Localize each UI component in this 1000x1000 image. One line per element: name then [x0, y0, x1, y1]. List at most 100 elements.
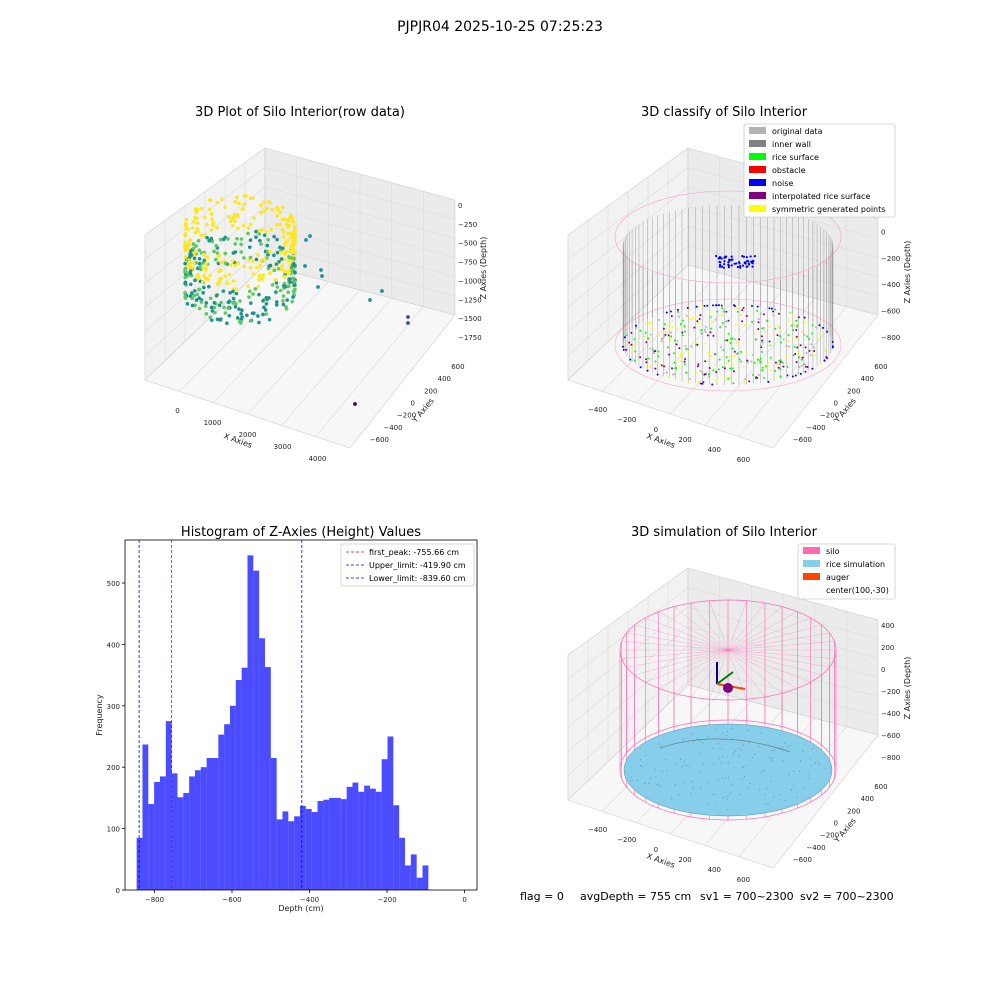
raw-point [242, 202, 247, 207]
histogram-bar [294, 816, 300, 890]
surface-point [810, 343, 813, 346]
raw-point [268, 249, 272, 254]
legend-swatch [749, 140, 766, 147]
grid-line [636, 281, 752, 403]
raw-point [192, 293, 197, 298]
x-tick-label: −400 [588, 826, 607, 834]
raw-point [244, 193, 248, 198]
raw-point [292, 250, 297, 255]
footer-sv2: sv2 = 700~2300 [800, 890, 894, 903]
surface-point [712, 369, 715, 372]
surface-point [754, 332, 757, 335]
rice-texture-point [657, 784, 659, 786]
raw-point [288, 280, 293, 284]
rice-texture-point [664, 759, 666, 761]
surface-point [673, 373, 676, 376]
surface-point [813, 346, 816, 349]
silo-roof-wire [709, 600, 729, 651]
raw-point [290, 219, 295, 224]
surface-point [668, 327, 671, 330]
raw-point [193, 207, 198, 212]
silo-roof-wire [727, 617, 811, 651]
x-tick-label: 200 [678, 436, 691, 444]
surface-point [785, 344, 788, 347]
surface-point [734, 323, 737, 326]
rice-texture-point [786, 745, 789, 747]
legend-swatch [749, 192, 766, 199]
surface-point [800, 358, 803, 361]
raw-point [279, 267, 284, 272]
surface-point [755, 376, 758, 379]
surface-point [752, 374, 755, 377]
surface-point [738, 338, 741, 341]
surface-point [772, 314, 775, 317]
raw-point [268, 201, 272, 205]
surface-point [687, 351, 690, 354]
noise-point [791, 375, 794, 378]
rice-texture-point [741, 778, 743, 780]
rice-texture-point [657, 783, 659, 785]
histogram-x-ticks: −800 −600 −400 −200 0 [145, 890, 467, 904]
raw-point [278, 245, 282, 250]
rice-texture-point [764, 794, 766, 796]
histogram-bar [159, 776, 166, 890]
surface-point [766, 319, 769, 322]
raw-point [195, 292, 200, 297]
surface-point [725, 356, 728, 359]
rice-texture-point [727, 762, 729, 764]
raw-point [275, 237, 279, 242]
surface-point [697, 380, 700, 383]
surface-point [778, 335, 781, 338]
noise-point [826, 357, 829, 360]
raw-point [226, 306, 230, 311]
surface-point [761, 366, 764, 369]
surface-point [764, 365, 767, 368]
grid-line [281, 298, 392, 426]
noise-point [711, 304, 714, 307]
rice-texture-point [753, 753, 756, 755]
raw-point [233, 200, 238, 204]
surface-point [778, 359, 781, 362]
raw-point [257, 292, 261, 297]
noise-point [799, 372, 802, 375]
z-tick-label: −1000 [458, 277, 482, 285]
rice-texture-point [679, 758, 682, 761]
raw-point [291, 276, 296, 280]
raw-outlier-point [380, 289, 384, 293]
rice-texture-point [644, 782, 646, 784]
classify-plot-x-ticks: −400 −200 0 200 400 600 [588, 406, 750, 464]
raw-point [231, 289, 235, 294]
surface-point [701, 371, 704, 374]
y-tick-label: −400 [806, 424, 825, 432]
surface-point [760, 346, 763, 349]
surface-point [759, 357, 762, 360]
surface-point [797, 371, 800, 374]
histogram-bar [206, 757, 213, 890]
rice-texture-point [641, 766, 643, 768]
rice-texture-point [661, 770, 664, 772]
rice-texture-point [803, 787, 806, 789]
histogram-bar [247, 555, 254, 890]
rice-texture-point [809, 758, 811, 760]
raw-point [196, 273, 200, 277]
raw-point [261, 273, 266, 277]
raw-point [292, 230, 296, 235]
raw-point [233, 304, 238, 309]
surface-point [730, 337, 733, 340]
raw-point [225, 321, 229, 326]
histogram-bar [340, 799, 347, 890]
grid-line [687, 245, 879, 297]
surface-point [678, 315, 681, 318]
raw-point [278, 288, 283, 293]
surface-point [708, 311, 711, 314]
raw-point [283, 251, 288, 256]
noise-point [635, 324, 638, 327]
surface-point [714, 352, 717, 355]
silo-roof-wire [621, 649, 729, 659]
z-tick-label: −1250 [458, 296, 482, 304]
footer-avg-depth: avgDepth = 755 cm [580, 890, 691, 903]
raw-outlier-point [368, 298, 372, 302]
classify-plot-z-ticks: 2000−200−400−600−800 [881, 202, 900, 342]
surface-point [697, 321, 700, 324]
surface-point [692, 317, 695, 320]
